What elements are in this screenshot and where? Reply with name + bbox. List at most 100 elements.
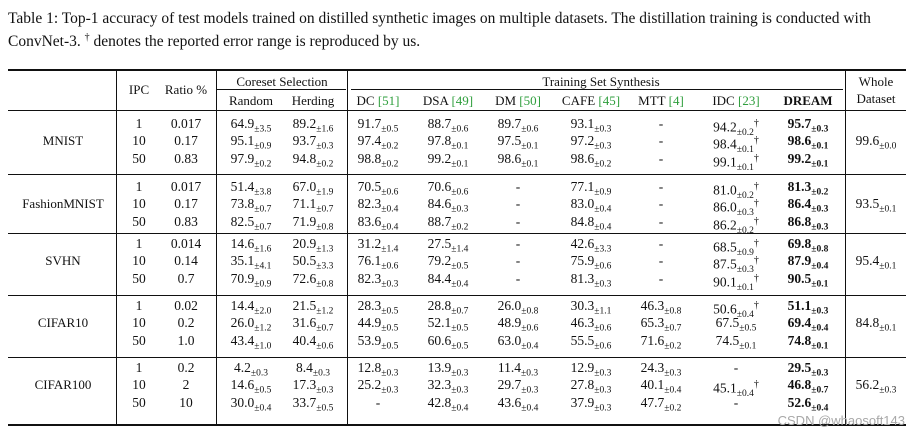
column-name: CAFE	[561, 93, 596, 108]
table-cell: 97.8±0.1	[427, 133, 469, 153]
table-cell: 70.9±0.9	[230, 270, 272, 290]
table-cell: 97.9±0.2	[230, 150, 272, 170]
table-cell: 21.5±1.2	[292, 298, 334, 317]
column-rule	[116, 69, 117, 425]
table-cell: -	[658, 196, 664, 212]
table-cell: -	[515, 213, 521, 229]
table-cell: 48.9±0.6	[497, 315, 539, 335]
table-cell: 76.1±0.6	[357, 253, 399, 273]
table-cell: -	[658, 116, 664, 131]
table-cell: 13.9±0.3	[427, 360, 469, 379]
table-cell: 70.5±0.6	[357, 179, 399, 198]
table-cell: 81.3±0.2	[787, 179, 829, 198]
table-cell: 63.0±0.4	[497, 332, 539, 352]
column-header: MTT [4]	[638, 93, 684, 108]
table-cell: 46.8±0.7	[787, 377, 829, 397]
column-name: Random	[228, 93, 274, 108]
table-cell: 82.3±0.3	[357, 270, 399, 290]
table-cell: 42.6±3.3	[570, 236, 612, 255]
table-cell: -	[733, 394, 739, 410]
table-cell: 88.7±0.6	[427, 116, 469, 135]
citation-link[interactable]: [4]	[665, 93, 684, 108]
synthesis-group-header: Training Set Synthesis	[542, 74, 660, 89]
table-cell: 87.5±0.3†	[713, 255, 759, 276]
citation-link[interactable]: [51]	[374, 93, 400, 108]
table-cell: 72.6±0.8	[292, 270, 334, 290]
table-cell: 37.9±0.3	[570, 394, 612, 414]
table-cell: -	[658, 236, 664, 251]
column-header: IDC [23]	[712, 93, 759, 108]
ipc-value: 50	[132, 270, 146, 286]
table-cell: 99.2±0.1	[427, 150, 469, 170]
table-cell: -	[515, 196, 521, 212]
table-cell: 26.0±1.2	[230, 315, 272, 335]
citation-link[interactable]: [49]	[448, 93, 474, 108]
table-cell: -	[515, 253, 521, 269]
table-cell: 27.5±1.4	[427, 236, 469, 255]
table-cell: 98.6±0.2	[570, 150, 612, 170]
table-cell: 24.3±0.3	[640, 360, 682, 379]
table-cell: 74.8±0.1	[787, 332, 829, 352]
table-cell: 30.0±0.4	[230, 394, 272, 414]
table-cell: 28.3±0.5	[357, 298, 399, 317]
results-table: IPC Ratio % Coreset Selection Training S…	[8, 69, 906, 426]
table-cell: 12.9±0.3	[570, 360, 612, 379]
table-cell: 75.9±0.6	[570, 253, 612, 273]
table-cell: 42.8±0.4	[427, 394, 469, 414]
column-rule	[347, 69, 348, 425]
dagger-symbol: †	[84, 31, 90, 43]
table-cell: 31.2±1.4	[357, 236, 399, 255]
table-cell: -	[658, 179, 664, 194]
table-cell: 44.9±0.5	[357, 315, 399, 335]
ratio-header: Ratio %	[164, 82, 208, 97]
table-cell: 97.4±0.2	[357, 133, 399, 153]
ipc-value: 50	[132, 332, 146, 348]
table-cell: 67.0±1.9	[292, 179, 334, 198]
table-cell: 81.3±0.3	[570, 270, 612, 290]
ratio-value: 0.83	[174, 150, 198, 166]
table-cell: 94.8±0.2	[292, 150, 334, 170]
table-cell: -	[658, 213, 664, 229]
table-cell: 47.7±0.2	[640, 394, 682, 414]
ratio-value: 0.17	[174, 133, 198, 149]
table-cell: 46.3±0.6	[570, 315, 612, 335]
ipc-value: 10	[132, 377, 146, 393]
table-cell: 31.6±0.7	[292, 315, 334, 335]
table-cell: 29.7±0.3	[497, 377, 539, 397]
citation-link[interactable]: [23]	[734, 93, 760, 108]
citation-link[interactable]: [50]	[516, 93, 541, 108]
table-cell: 70.6±0.6	[427, 179, 469, 198]
column-header: Herding	[292, 93, 335, 108]
table-cell: 79.2±0.5	[427, 253, 469, 273]
table-cell: 99.1±0.1†	[713, 152, 759, 173]
dataset-name: SVHN	[45, 253, 81, 269]
table-cell: -	[733, 360, 739, 375]
whole-dataset-value: 84.8±0.1	[855, 315, 897, 335]
table-cell: -	[658, 253, 664, 269]
column-header: DSA [49]	[423, 93, 473, 108]
table-cell: 26.0±0.8	[497, 298, 539, 317]
table-cell: 71.9±0.8	[292, 213, 334, 233]
table-cell: 86.2±0.2†	[713, 215, 759, 236]
table-cell: 8.4±0.3	[296, 360, 330, 379]
ipc-value: 10	[132, 133, 146, 149]
table-cell: 28.8±0.7	[427, 298, 469, 317]
table-cell: 69.4±0.4	[787, 315, 829, 335]
ipc-value: 1	[135, 236, 143, 251]
table-cell: 83.6±0.4	[357, 213, 399, 233]
table-cell: 64.9±3.5	[230, 116, 272, 135]
ipc-value: 50	[132, 394, 146, 410]
table-cell: 46.3±0.8	[640, 298, 682, 317]
table-cell: -	[658, 150, 664, 166]
table-cell: 98.6±0.1	[497, 150, 539, 170]
whole-dataset-header-line2: Dataset	[856, 91, 896, 106]
column-name: DM	[495, 93, 517, 108]
table-cell: 14.4±2.0	[230, 298, 272, 317]
table-cell: 86.4±0.3	[787, 196, 829, 216]
citation-link[interactable]: [45]	[595, 93, 621, 108]
ratio-value: 0.2	[177, 315, 195, 331]
table-cell: 89.2±1.6	[292, 116, 334, 135]
column-name: DSA	[422, 93, 449, 108]
table-cell: 73.8±0.7	[230, 196, 272, 216]
table-cell: 40.1±0.4	[640, 377, 682, 397]
